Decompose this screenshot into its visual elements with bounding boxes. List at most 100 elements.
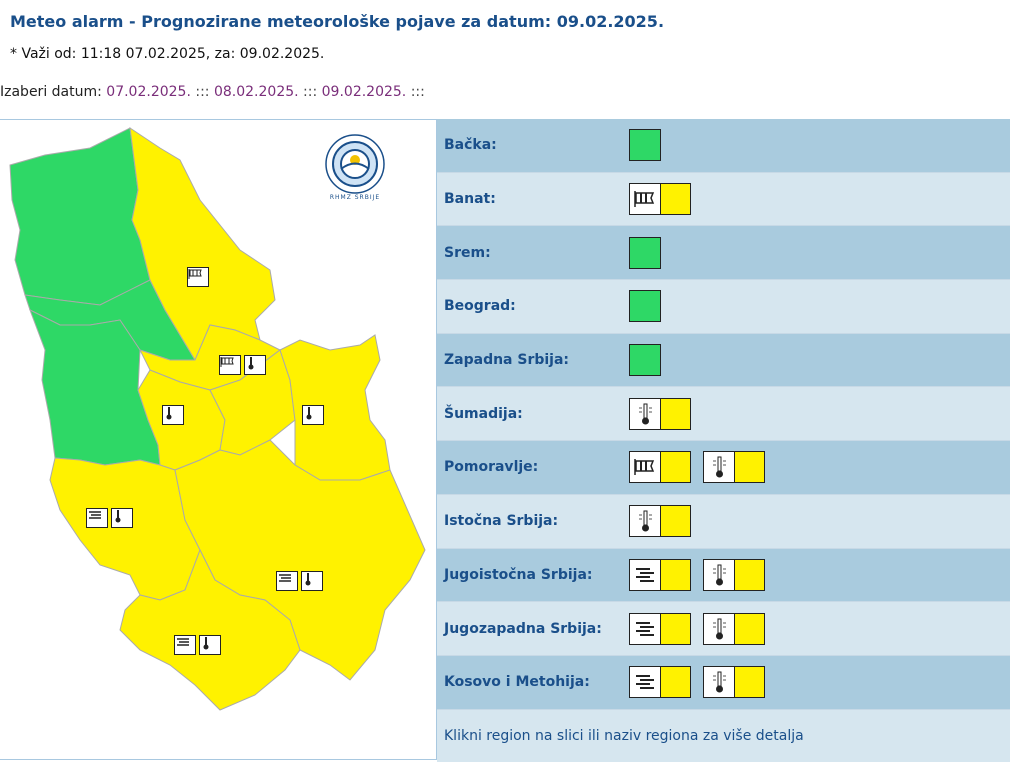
fog-icon [276,571,298,591]
yellow-level-box [661,559,690,590]
low-temperature-icon [704,452,735,483]
warning-icons [629,183,691,216]
yellow-warning-box [703,666,765,699]
yellow-level-box [661,398,690,429]
map-region-istocna-srbija[interactable] [279,334,391,481]
region-label[interactable]: Banat: [444,191,496,208]
region-label[interactable]: Pomoravlje: [444,459,539,476]
yellow-warning-box [703,451,765,484]
yellow-warning-box [629,666,691,699]
region-row[interactable]: Jugozapadna Srbija: [437,602,1010,656]
warning-icons [629,344,661,377]
yellow-warning-box [629,451,691,484]
fog-icon [630,613,661,644]
green-status-box [629,290,661,323]
yellow-level-box [661,667,690,698]
yellow-level-box [735,452,764,483]
yellow-warning-box [629,612,691,645]
green-status-box [629,236,661,269]
region-row[interactable]: Pomoravlje: [437,441,1010,495]
table-footer: Klikni region na slici ili naziv regiona… [437,709,1010,762]
region-row[interactable]: Kosovo i Metohija: [437,655,1010,710]
date-separator: ::: [195,84,210,100]
region-label[interactable]: Kosovo i Metohija: [444,674,590,691]
yellow-warning-box [703,612,765,645]
region-row[interactable]: Beograd: [437,280,1010,334]
rhmz-logo: RHMZ SRBIJE [324,134,386,204]
yellow-warning-box [629,183,691,216]
green-status-box [629,344,661,377]
date-link-09[interactable]: 09.02.2025. [321,84,407,100]
region-row[interactable]: Srem: [437,226,1010,281]
low-temperature-icon [199,635,221,655]
yellow-level-box [661,613,690,644]
warning-icons [629,397,691,430]
fog-icon [630,667,661,698]
warning-icons [629,236,661,269]
region-label[interactable]: Srem: [444,244,491,261]
map-region-backa[interactable] [9,127,151,306]
yellow-warning-box [703,558,765,591]
logo-text: RHMZ SRBIJE [329,194,381,201]
low-temperature-icon [630,506,661,537]
low-temperature-icon [630,398,661,429]
yellow-level-box [735,667,764,698]
warning-icons [629,666,765,699]
footer-hint: Klikni region na slici ili naziv regiona… [444,727,804,744]
low-temperature-icon [704,559,735,590]
yellow-warning-box [629,505,691,538]
wind-icon [630,184,661,215]
warning-icons [629,612,765,645]
date-link-08[interactable]: 08.02.2025. [213,84,299,100]
region-row[interactable]: Istočna Srbija: [437,494,1010,549]
fog-icon [630,559,661,590]
date-separator: ::: [303,84,318,100]
region-row[interactable]: Banat: [437,172,1010,227]
wind-icon [187,267,209,287]
warning-icons [629,129,661,162]
region-label[interactable]: Istočna Srbija: [444,513,559,530]
yellow-warning-box [629,558,691,591]
warning-icons [629,558,765,591]
green-status-box [629,129,661,162]
yellow-level-box [735,559,764,590]
region-row[interactable]: Bačka: [437,119,1010,173]
low-temperature-icon [162,405,184,425]
date-selector: Izaberi datum: 07.02.2025. ::: 08.02.202… [0,84,425,100]
region-label[interactable]: Beograd: [444,298,516,315]
fog-icon [174,635,196,655]
map-region-kosovo-metohija[interactable] [119,548,301,711]
low-temperature-icon [244,355,266,375]
validity-text: * Važi od: 11:18 07.02.2025, za: 09.02.2… [10,46,325,62]
low-temperature-icon [704,613,735,644]
date-selector-label: Izaberi datum: [0,84,102,100]
yellow-level-box [735,613,764,644]
region-row[interactable]: Zapadna Srbija: [437,333,1010,388]
warning-icons [629,451,765,484]
wind-icon [219,355,241,375]
yellow-level-box [661,506,690,537]
low-temperature-icon [704,667,735,698]
region-label[interactable]: Jugoistočna Srbija: [444,566,593,583]
yellow-warning-box [629,397,691,430]
warning-icons [629,505,691,538]
low-temperature-icon [302,405,324,425]
date-link-07[interactable]: 07.02.2025. [106,84,191,100]
yellow-level-box [661,452,690,483]
fog-icon [86,508,108,528]
date-separator: ::: [410,84,425,100]
region-label[interactable]: Bačka: [444,137,497,154]
wind-icon [630,452,661,483]
region-map: RHMZ SRBIJE [0,119,437,760]
region-label[interactable]: Jugozapadna Srbija: [444,620,602,637]
yellow-level-box [661,184,690,215]
region-row[interactable]: Jugoistočna Srbija: [437,548,1010,603]
serbia-map [9,126,426,711]
page-title: Meteo alarm - Prognozirane meteorološke … [10,12,665,31]
region-label[interactable]: Šumadija: [444,405,523,422]
region-label[interactable]: Zapadna Srbija: [444,352,570,369]
low-temperature-icon [111,508,133,528]
region-row[interactable]: Šumadija: [437,387,1010,442]
region-table: Bačka: Banat: Srem: Beograd: Zapadna Srbija:… [437,119,1010,762]
low-temperature-icon [301,571,323,591]
